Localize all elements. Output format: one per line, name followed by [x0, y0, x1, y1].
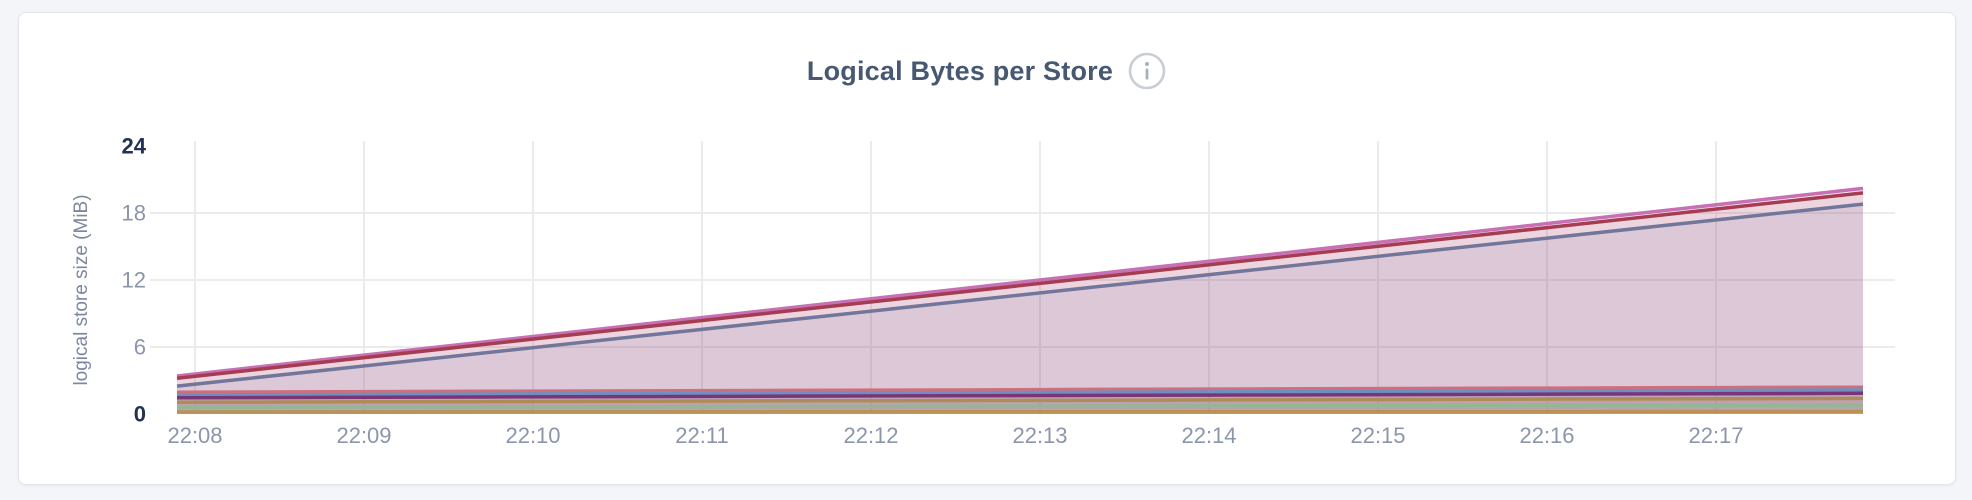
x-tick-label: 22:13 [1012, 423, 1067, 448]
info-icon-stem [1145, 68, 1149, 80]
y-tick-label: 24 [122, 134, 147, 159]
y-tick-label: 18 [122, 201, 146, 226]
x-tick-label: 22:09 [336, 423, 391, 448]
x-tick-label: 22:16 [1519, 423, 1574, 448]
info-icon-dot [1145, 62, 1150, 66]
series-line-series-5 [176, 388, 1864, 397]
y-tick-label: 12 [122, 268, 146, 293]
x-tick-label: 22:15 [1350, 423, 1405, 448]
series-line-series-4 [176, 385, 1864, 394]
x-tick-label: 22:10 [505, 423, 560, 448]
chart-title: Logical Bytes per Store [806, 55, 1114, 86]
series-line-series-7 [176, 396, 1864, 405]
y-tick-label: 6 [134, 335, 146, 360]
series-line-series-8 [176, 403, 1864, 410]
series-line-series-1 [176, 186, 1864, 378]
info-icon[interactable] [1127, 51, 1167, 91]
series-area-series-1 [177, 188, 1863, 414]
x-tick-label: 22:12 [843, 423, 898, 448]
x-tick-label: 22:08 [167, 423, 222, 448]
series-line-series-9 [177, 409, 1863, 414]
y-tick-label: 0 [134, 402, 146, 427]
series-line-series-2 [176, 191, 1864, 381]
x-tick-label: 22:17 [1688, 423, 1743, 448]
series-line-series-3 [176, 202, 1864, 388]
series-line-series-6 [176, 391, 1864, 400]
x-tick-label: 22:11 [675, 423, 728, 448]
chart-header: Logical Bytes per Store [19, 51, 1955, 91]
x-tick-label: 22:14 [1181, 423, 1236, 448]
info-icon-circle [1128, 52, 1166, 90]
series-area-series-3 [177, 204, 1863, 414]
